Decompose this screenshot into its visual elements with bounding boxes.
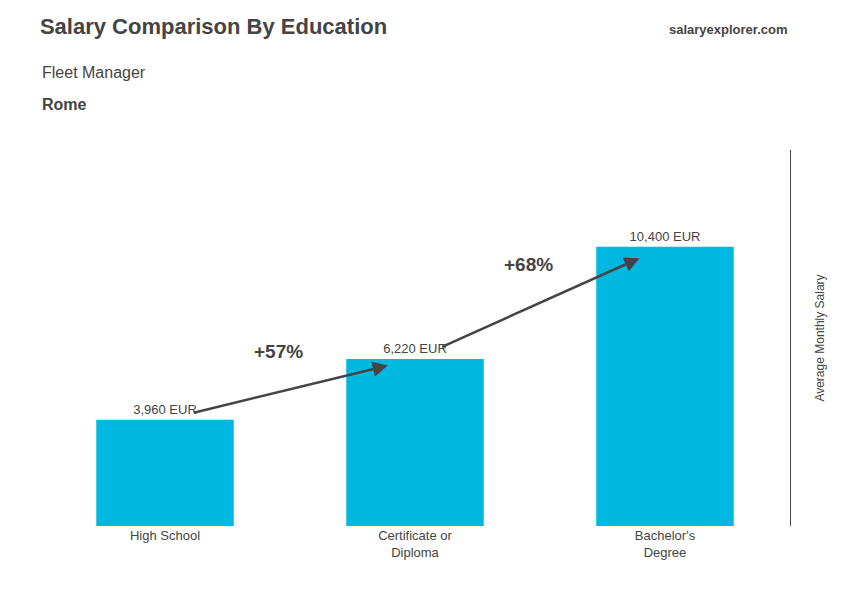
svg-text:Salary Comparison By Education: Salary Comparison By Education bbox=[40, 14, 387, 39]
svg-text:Certificate orDiploma: Certificate orDiploma bbox=[378, 528, 452, 560]
svg-text:6,220 EUR: 6,220 EUR bbox=[383, 341, 447, 356]
svg-text:Bachelor'sDegree: Bachelor'sDegree bbox=[635, 528, 696, 560]
svg-text:High School: High School bbox=[130, 528, 200, 543]
svg-text:Fleet Manager: Fleet Manager bbox=[42, 64, 146, 81]
svg-text:+68%: +68% bbox=[504, 254, 553, 275]
svg-text:Rome: Rome bbox=[42, 96, 87, 113]
svg-text:Average Monthly Salary: Average Monthly Salary bbox=[813, 274, 827, 401]
svg-text:salaryexplorer.com: salaryexplorer.com bbox=[669, 22, 788, 37]
svg-text:3,960 EUR: 3,960 EUR bbox=[133, 402, 197, 417]
svg-text:+57%: +57% bbox=[254, 341, 303, 362]
svg-text:10,400 EUR: 10,400 EUR bbox=[630, 229, 701, 244]
